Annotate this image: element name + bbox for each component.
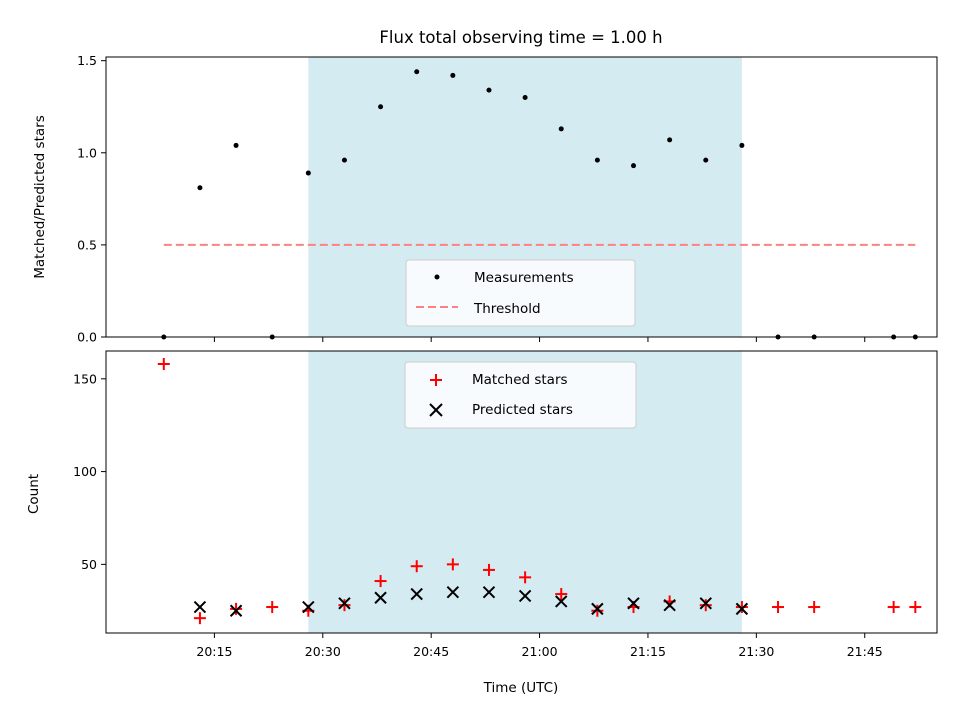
bottom-x-tick-label: 20:15	[196, 644, 232, 659]
matched-star-point	[887, 601, 900, 614]
bottom-x-tick-label: 20:30	[305, 644, 341, 659]
measurement-point	[197, 185, 203, 191]
matched-star-point	[193, 612, 206, 625]
bottom-x-tick-label: 21:15	[630, 644, 666, 659]
matched-star-point	[230, 602, 243, 615]
bottom-y-tick-label: 50	[81, 557, 97, 572]
predicted-star-point	[518, 589, 532, 603]
top-y-tick-label: 1.5	[77, 53, 97, 68]
predicted-star-point	[663, 598, 676, 612]
legend-measurements-marker	[434, 274, 440, 280]
legend-predicted-stars-label: Predicted stars	[472, 402, 573, 418]
predicted-star-point	[374, 591, 387, 604]
matched-star-point	[446, 558, 459, 571]
measurement-point	[486, 87, 492, 93]
predicted-star-point	[410, 587, 423, 601]
top-plot-frame	[105, 56, 938, 338]
predicted-star-point	[193, 600, 207, 614]
top-y-axis-label: Matched/Predicted stars	[32, 115, 48, 278]
bottom-y-axis-label: Count	[26, 474, 42, 514]
bottom-y-tick-label: 150	[73, 371, 97, 386]
measurement-point	[341, 157, 347, 163]
matched-star-point	[374, 575, 387, 588]
legend-predicted-stars-marker	[429, 403, 443, 417]
legend-matched-stars-label: Matched stars	[472, 372, 568, 388]
top-y-tick-label: 0.5	[77, 237, 97, 252]
matched-star-point	[482, 563, 495, 576]
matched-star-point	[338, 599, 351, 612]
top-y-tick-label: 1.0	[77, 145, 97, 160]
top-y-tick-label: 0.0	[77, 330, 97, 345]
predicted-star-point	[446, 585, 460, 599]
bottom-x-tick-label: 21:30	[738, 644, 774, 659]
predicted-star-point	[338, 597, 351, 610]
bottom-y-tick-label: 100	[73, 464, 97, 479]
measurement-point	[522, 95, 528, 101]
matched-star-point	[591, 604, 604, 617]
legend-measurements-label: Measurements	[474, 270, 574, 286]
predicted-star-point	[735, 602, 749, 616]
predicted-star-point	[302, 600, 315, 614]
matched-star-point	[808, 601, 821, 614]
measurement-point	[305, 170, 311, 176]
matched-star-point	[157, 357, 170, 370]
top-panel: Flux total observing time = 1.00 h 0.00.…	[32, 28, 938, 345]
matched-star-point	[772, 601, 785, 614]
measurement-point	[631, 163, 637, 169]
top-plot-content	[161, 69, 918, 340]
matched-star-point	[699, 599, 712, 612]
predicted-star-point	[229, 604, 243, 617]
bottom-x-tick-label: 21:45	[847, 644, 883, 659]
matched-star-point	[735, 601, 748, 614]
matched-star-point	[909, 601, 922, 614]
bottom-legend: Matched stars Predicted stars	[404, 361, 637, 429]
measurement-point	[594, 157, 600, 163]
predicted-star-point	[591, 602, 604, 616]
bottom-axes: 50 100 150 20:15 20:30 20:45 21:00 21:15 21:30 21…	[73, 371, 883, 659]
top-axes: 0.0 0.5 1.0 1.5	[77, 53, 866, 345]
top-legend: Measurements Threshold	[405, 259, 636, 327]
top-legend-box	[405, 259, 636, 327]
measurement-point	[703, 157, 709, 163]
matched-star-point	[519, 571, 532, 584]
bottom-legend-box	[404, 361, 637, 429]
predicted-star-point	[627, 597, 640, 610]
bottom-x-axis-label: Time (UTC)	[483, 680, 559, 696]
measurement-point	[450, 72, 456, 78]
predicted-star-point	[555, 595, 568, 608]
measurement-point	[233, 142, 239, 148]
predicted-star-point	[699, 597, 712, 610]
measurement-point	[667, 137, 673, 143]
legend-matched-stars-marker	[430, 374, 442, 386]
matched-star-point	[555, 588, 568, 601]
matched-star-point	[410, 560, 423, 573]
measurement-point	[378, 104, 384, 110]
top-panel-title: Flux total observing time = 1.00 h	[379, 28, 662, 47]
bottom-plot-frame	[105, 350, 938, 634]
bottom-panel: 50 100 150 20:15 20:30 20:45 21:00 21:15 21:30 21…	[26, 350, 938, 696]
measurement-point	[414, 69, 420, 75]
measurement-point	[739, 142, 745, 148]
matched-star-point	[266, 601, 279, 614]
measurement-point	[558, 126, 564, 132]
bottom-x-tick-label: 21:00	[522, 644, 558, 659]
predicted-star-point	[482, 585, 496, 599]
legend-threshold-label: Threshold	[473, 301, 541, 317]
bottom-plot-content	[157, 357, 922, 625]
bottom-x-tick-label: 20:45	[413, 644, 449, 659]
